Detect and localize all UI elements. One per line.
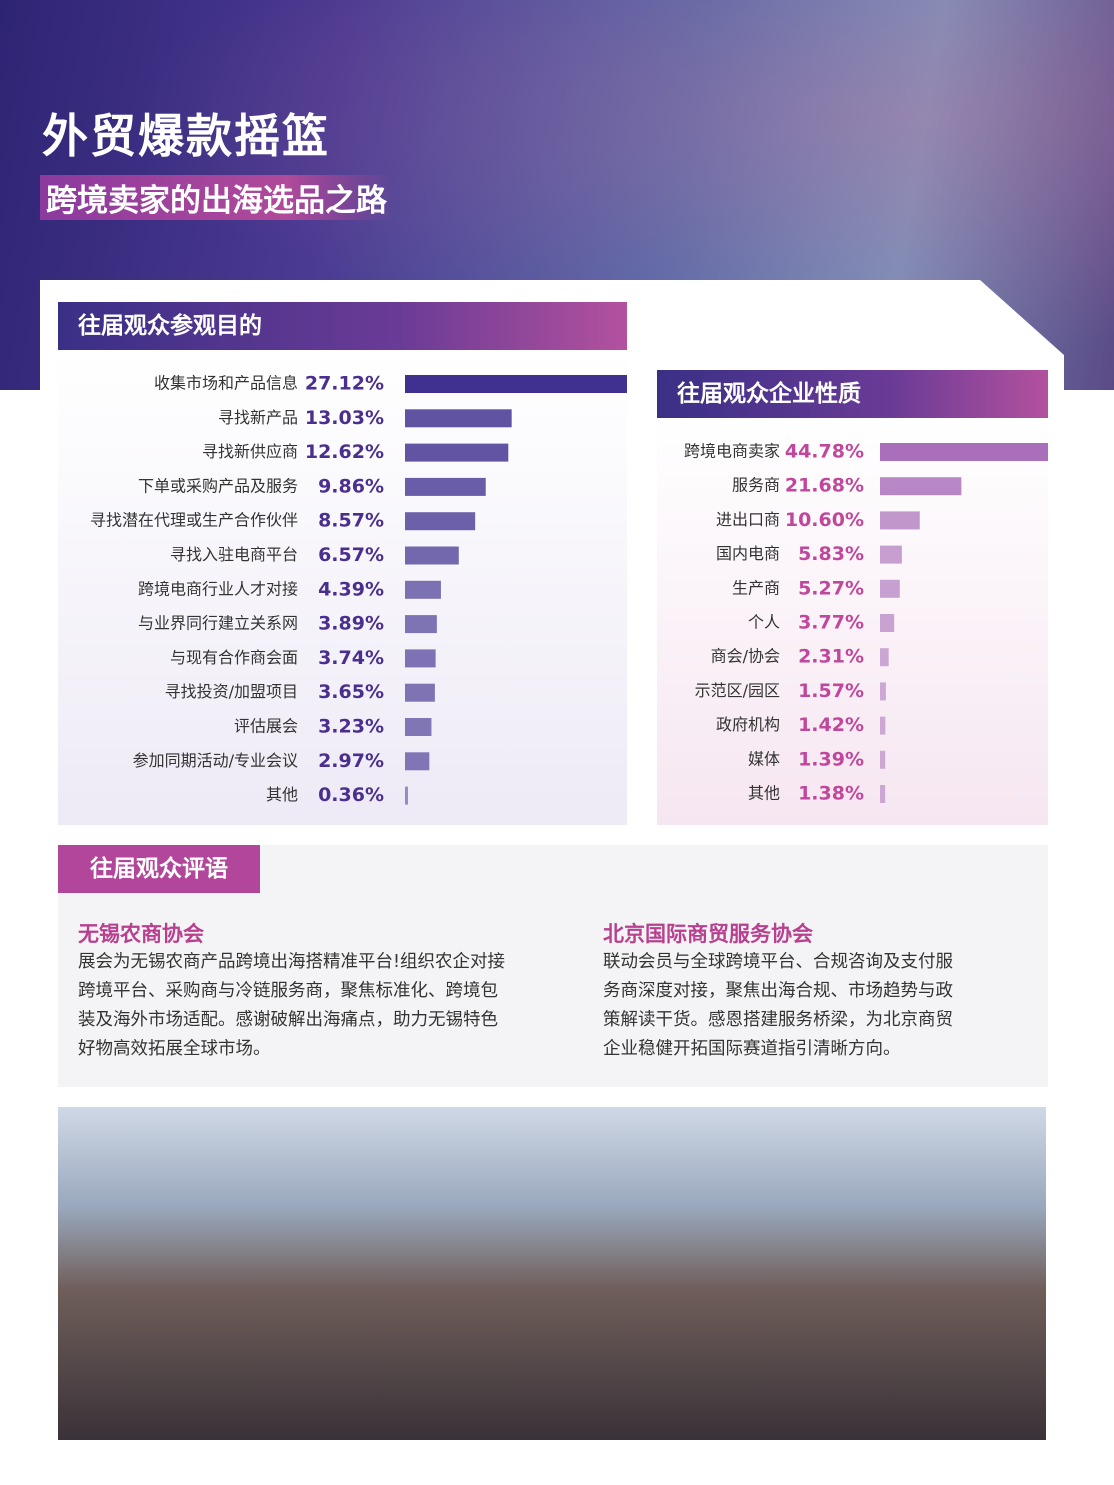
category-label: 寻找新供应商	[202, 442, 298, 461]
comment-text: 装及海外市场适配。感谢破解出海痛点，助力无锡特色	[78, 1010, 498, 1030]
value-label: 1.39%	[798, 748, 864, 770]
bar	[880, 750, 886, 769]
value-label: 3.65%	[318, 681, 384, 703]
comment-text: 务商深度对接，聚焦出海合规、市场趋势与政	[603, 981, 953, 1001]
value-label: 4.39%	[318, 578, 384, 600]
comment-author: 北京国际商贸服务协会	[603, 922, 813, 946]
chart: 收集市场和产品信息 27.12% 寻找新产品 13.03% 寻找新供应商 12.62% 下单…	[90, 373, 627, 806]
event-photo	[58, 1107, 1046, 1440]
value-label: 3.74%	[318, 647, 384, 669]
value-label: 9.86%	[318, 475, 384, 497]
page-title: 外贸爆款摇篮	[42, 109, 330, 163]
category-label: 评估展会	[234, 717, 298, 736]
value-label: 3.89%	[318, 613, 384, 635]
value-label: 2.31%	[798, 646, 864, 668]
value-label: 5.27%	[798, 577, 864, 599]
value-label: 1.42%	[798, 714, 864, 736]
category-label: 跨境电商行业人才对接	[138, 579, 298, 598]
bar	[405, 546, 459, 565]
category-label: 政府机构	[716, 715, 780, 734]
chart-title: 往届观众企业性质	[657, 370, 1048, 418]
bar	[880, 443, 1048, 461]
chart-title: 往届观众参观目的	[58, 302, 627, 350]
bar	[405, 786, 408, 805]
bar	[880, 579, 900, 598]
chart-box: 跨境电商卖家 44.78% 服务商 21.68% 进出口商 10.60% 国内电商 5.83%…	[657, 418, 1048, 825]
chart: 跨境电商卖家 44.78% 服务商 21.68% 进出口商 10.60% 国内电商 5.83%…	[684, 441, 1048, 805]
category-label: 示范区/园区	[695, 681, 780, 700]
value-label: 12.62%	[305, 441, 384, 463]
value-label: 8.57%	[318, 510, 384, 532]
bar	[405, 649, 436, 668]
category-label: 收集市场和产品信息	[154, 374, 298, 393]
bar	[405, 409, 512, 428]
bar	[405, 615, 437, 634]
value-label: 13.03%	[305, 407, 384, 429]
comment-text: 策解读干货。感恩搭建服务桥梁，为北京商贸	[603, 1010, 953, 1030]
bar	[405, 443, 509, 462]
category-label: 媒体	[748, 749, 780, 768]
category-label: 生产商	[732, 578, 780, 597]
bar	[880, 682, 886, 701]
category-label: 商会/协会	[711, 647, 780, 666]
category-label: 寻找新产品	[218, 408, 298, 427]
category-label: 下单或采购产品及服务	[138, 476, 298, 495]
value-label: 21.68%	[785, 475, 864, 497]
category-label: 国内电商	[716, 544, 780, 563]
category-label: 个人	[748, 613, 780, 632]
bar	[405, 718, 432, 736]
category-label: 寻找潜在代理或生产合作伙伴	[90, 511, 298, 530]
category-label: 跨境电商卖家	[684, 442, 780, 461]
value-label: 6.57%	[318, 544, 384, 566]
comment-text: 好物高效拓展全球市场。	[78, 1039, 271, 1059]
value-label: 2.97%	[318, 750, 384, 772]
bar	[880, 545, 902, 564]
category-label: 进出口商	[716, 510, 780, 529]
category-label: 其他	[266, 785, 298, 804]
value-label: 27.12%	[305, 373, 384, 395]
bar	[880, 648, 889, 667]
value-label: 3.77%	[798, 612, 864, 634]
category-label: 寻找投资/加盟项目	[165, 682, 298, 701]
value-label: 10.60%	[785, 509, 864, 531]
category-label: 寻找入驻电商平台	[170, 545, 298, 564]
bar	[405, 375, 627, 393]
bar	[405, 512, 476, 531]
bar	[405, 580, 441, 599]
bar	[405, 683, 435, 702]
page-subtitle: 跨境卖家的出海选品之路	[40, 175, 393, 220]
value-label: 1.57%	[798, 680, 864, 702]
category-label: 与业界同行建立关系网	[138, 614, 298, 633]
comment-text: 展会为无锡农商产品跨境出海搭精准平台!组织农企对接	[78, 952, 506, 972]
value-label: 1.38%	[798, 783, 864, 805]
value-label: 0.36%	[318, 784, 384, 806]
bar	[880, 785, 886, 803]
bar	[880, 477, 962, 496]
comments-title: 往届观众评语	[58, 845, 260, 893]
category-label: 其他	[748, 784, 780, 803]
value-label: 3.23%	[318, 716, 384, 738]
comment-text: 跨境平台、采购商与冷链服务商，聚焦标准化、跨境包	[78, 981, 498, 1001]
value-label: 5.83%	[798, 543, 864, 565]
bar	[880, 716, 886, 735]
comment-text: 企业稳健开拓国际赛道指引清晰方向。	[603, 1039, 901, 1059]
bar	[405, 477, 486, 496]
bar	[880, 511, 920, 530]
bar	[405, 752, 430, 771]
bar	[880, 614, 895, 632]
category-label: 参加同期活动/专业会议	[133, 751, 298, 770]
comment-author: 无锡农商协会	[78, 922, 204, 946]
comment-text: 联动会员与全球跨境平台、合规咨询及支付服	[603, 952, 953, 972]
chart-box: 收集市场和产品信息 27.12% 寻找新产品 13.03% 寻找新供应商 12.62% 下单…	[58, 350, 627, 825]
category-label: 与现有合作商会面	[170, 648, 298, 667]
category-label: 服务商	[732, 476, 780, 495]
value-label: 44.78%	[785, 441, 864, 463]
